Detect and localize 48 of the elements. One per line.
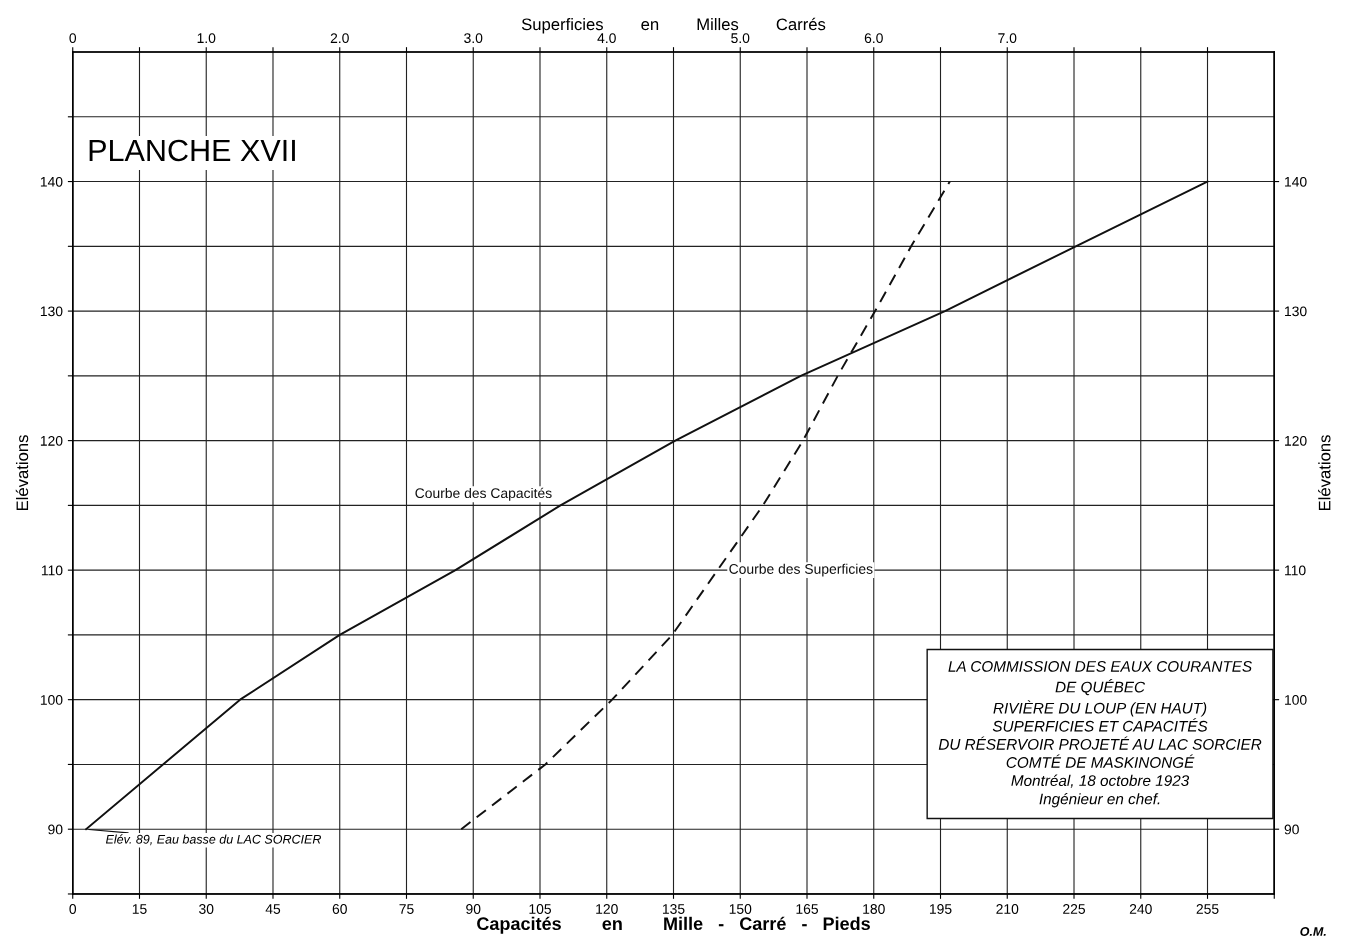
series-label: Courbe des Superficies bbox=[729, 563, 873, 577]
x-tick-label: 75 bbox=[399, 904, 414, 914]
y-tick-label: 100 bbox=[40, 695, 63, 705]
annotation: LA COMMISSION DES EAUX COURANTES DE QUÉBEC RIVIÈRE DU LOUP (EN HAUT) SUPERFICIES ET CAPACITÉS DU RÉSERVOIR PROJETÉ AU LAC SORCIER COMTÉ DE MASKINONGÉ Montréal, 18 octobre 1923 Ingénieur en chef. bbox=[938, 661, 1262, 808]
y-axis-title: Elévations bbox=[15, 435, 29, 511]
x2-tick-label: 1.0 bbox=[197, 33, 216, 44]
x2-tick-label: 2.0 bbox=[330, 33, 349, 44]
y2-tick-label: 130 bbox=[1285, 306, 1307, 317]
x-tick-label: 195 bbox=[929, 904, 952, 914]
x-tick-label: 180 bbox=[863, 904, 885, 914]
x-tick-label: 135 bbox=[662, 904, 685, 914]
x-tick-label: 30 bbox=[199, 904, 214, 914]
y2-tick-label: 90 bbox=[1284, 824, 1299, 835]
x2-tick-label: 0 bbox=[69, 33, 77, 44]
x2-tick-label: 5.0 bbox=[731, 33, 750, 44]
x-tick-label: 15 bbox=[132, 904, 147, 914]
x-tick-label: 105 bbox=[529, 904, 551, 914]
x2-axis-title: Superficies en Milles Carrés bbox=[521, 17, 826, 34]
annotation: Elév. 89, Eau basse du LAC SORCIER bbox=[105, 834, 321, 846]
series-label: Courbe des Capacités bbox=[415, 487, 552, 501]
x2-tick-label: 3.0 bbox=[464, 33, 483, 44]
x2-tick-label: 6.0 bbox=[864, 33, 883, 44]
x-tick-label: 45 bbox=[265, 904, 281, 914]
x-tick-label: 255 bbox=[1196, 904, 1219, 914]
x-axis-title: Capacités en Mille - Carré - Pieds bbox=[477, 916, 870, 934]
x-tick-label: 120 bbox=[596, 904, 618, 914]
y2-tick-label: 100 bbox=[1285, 695, 1307, 705]
x2-tick-label: 7.0 bbox=[998, 33, 1017, 44]
y-tick-label: 120 bbox=[40, 435, 63, 446]
y2-tick-label: 140 bbox=[1285, 176, 1307, 187]
text: O.M. bbox=[1300, 927, 1326, 936]
x-tick-label: 210 bbox=[996, 904, 1019, 914]
y-tick-label: 140 bbox=[40, 176, 63, 187]
y-tick-label: 110 bbox=[41, 565, 63, 576]
text: PLANCHE XVII bbox=[89, 139, 295, 162]
y2-tick-label: 110 bbox=[1285, 565, 1306, 576]
x-tick-label: 60 bbox=[332, 904, 347, 914]
x-tick-label: 225 bbox=[1063, 904, 1086, 914]
x-tick-label: 150 bbox=[729, 904, 752, 914]
y2-tick-label: 120 bbox=[1285, 435, 1307, 446]
x2-tick-label: 4.0 bbox=[597, 33, 616, 44]
x-tick-label: 165 bbox=[796, 904, 819, 914]
y2-axis-title: Elévations bbox=[1318, 435, 1331, 511]
x-tick-label: 90 bbox=[466, 904, 481, 914]
y-tick-label: 90 bbox=[48, 824, 63, 835]
x-tick-label: 240 bbox=[1129, 904, 1152, 914]
x-tick-label: 0 bbox=[69, 904, 77, 914]
y-tick-label: 130 bbox=[40, 306, 63, 317]
